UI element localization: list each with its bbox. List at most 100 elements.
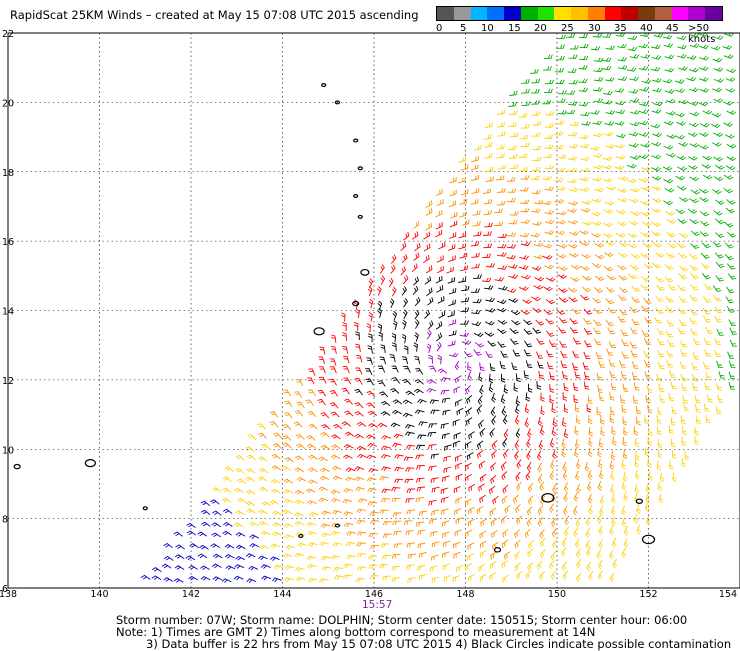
wind-barb	[440, 422, 449, 429]
wind-barb	[425, 265, 433, 274]
wind-barb	[534, 276, 545, 282]
wind-barb	[535, 319, 545, 326]
legend-label: 0	[436, 23, 443, 34]
wind-barb	[584, 340, 592, 348]
wind-barb	[600, 426, 605, 436]
wind-barb	[368, 555, 378, 560]
wind-barb	[682, 426, 687, 436]
wind-barb	[224, 544, 235, 549]
wind-barb	[630, 211, 641, 217]
wind-barb	[272, 510, 282, 516]
wind-barb	[520, 207, 530, 213]
lat-tick-label: 20	[2, 98, 14, 109]
wind-barb	[677, 166, 687, 172]
wind-barb	[306, 500, 317, 505]
wind-barb	[488, 373, 494, 384]
wind-barb	[629, 98, 640, 103]
wind-barb	[619, 308, 628, 316]
wind-barb	[330, 454, 341, 460]
wind-barb	[442, 531, 450, 539]
wind-barb	[702, 361, 710, 370]
wind-barb	[379, 509, 389, 515]
wind-barb	[502, 528, 509, 538]
wind-barb	[345, 541, 356, 547]
wind-barb	[550, 459, 555, 470]
wind-barb	[596, 372, 603, 381]
island	[357, 166, 363, 171]
wind-barb	[488, 485, 496, 495]
wind-barb	[552, 417, 558, 427]
wind-barb	[354, 402, 364, 409]
wind-barb	[307, 410, 317, 418]
wind-barb	[628, 89, 639, 94]
wind-barb	[593, 319, 602, 326]
wind-barb	[640, 284, 650, 291]
wind-barb	[522, 299, 532, 304]
wind-barb	[675, 112, 685, 118]
wind-barb	[342, 322, 347, 331]
wind-barb	[452, 575, 460, 583]
wind-barb	[392, 320, 398, 331]
wind-barb	[627, 243, 638, 249]
wind-barb	[564, 515, 570, 526]
wind-barb	[631, 371, 639, 380]
wind-barb	[520, 123, 530, 129]
wind-barb	[483, 243, 493, 249]
wind-barb	[305, 488, 316, 494]
wind-barb	[393, 433, 404, 439]
wind-barb	[390, 254, 397, 264]
wind-barb	[431, 486, 440, 493]
wind-barb	[623, 538, 629, 548]
wind-barb	[472, 221, 481, 227]
wind-barb	[690, 284, 699, 291]
wind-barb	[580, 294, 590, 301]
wind-barb	[556, 219, 566, 225]
lon-tick-label: 144	[273, 589, 291, 600]
wind-barb	[634, 437, 640, 448]
wind-barb	[500, 350, 508, 358]
wind-barb	[233, 522, 244, 528]
wind-barb	[714, 164, 725, 170]
wind-barb	[621, 339, 629, 347]
wind-barb	[509, 328, 519, 335]
wind-barb	[423, 243, 431, 252]
wind-barb	[245, 501, 256, 507]
wind-barb	[478, 372, 483, 382]
wind-barb	[456, 564, 464, 572]
wind-barb	[331, 444, 341, 450]
wind-barb	[484, 331, 495, 337]
wind-barb	[306, 377, 315, 385]
wind-barb	[651, 55, 662, 60]
wind-barb	[283, 523, 294, 528]
wind-barb	[514, 450, 520, 460]
wind-barb	[699, 87, 710, 93]
wind-barb	[640, 252, 650, 259]
wind-barb	[330, 530, 341, 536]
wind-barb	[490, 462, 497, 472]
wind-barb	[678, 66, 688, 71]
wind-barb	[527, 562, 534, 571]
wind-barb	[622, 383, 629, 392]
wind-barb	[639, 87, 649, 92]
wind-barb	[593, 307, 603, 315]
wind-barb	[485, 320, 495, 326]
wind-barb	[714, 306, 723, 314]
wind-barb	[258, 486, 269, 492]
wind-barb	[471, 321, 482, 327]
wind-barb	[568, 200, 578, 206]
wind-barb	[668, 425, 674, 435]
wind-barb	[678, 296, 688, 303]
wind-barb	[539, 481, 545, 492]
wind-barb	[651, 141, 662, 147]
wind-barb	[644, 502, 650, 513]
wind-barb	[591, 232, 601, 238]
wind-barb	[368, 278, 374, 288]
wind-barb	[391, 565, 401, 571]
wind-barb	[713, 67, 724, 72]
wind-barb	[635, 470, 640, 480]
wind-barb	[403, 231, 410, 241]
wind-barb	[718, 371, 725, 379]
wind-barb	[391, 487, 401, 492]
wind-barb	[331, 434, 341, 440]
wind-barb	[516, 515, 523, 525]
